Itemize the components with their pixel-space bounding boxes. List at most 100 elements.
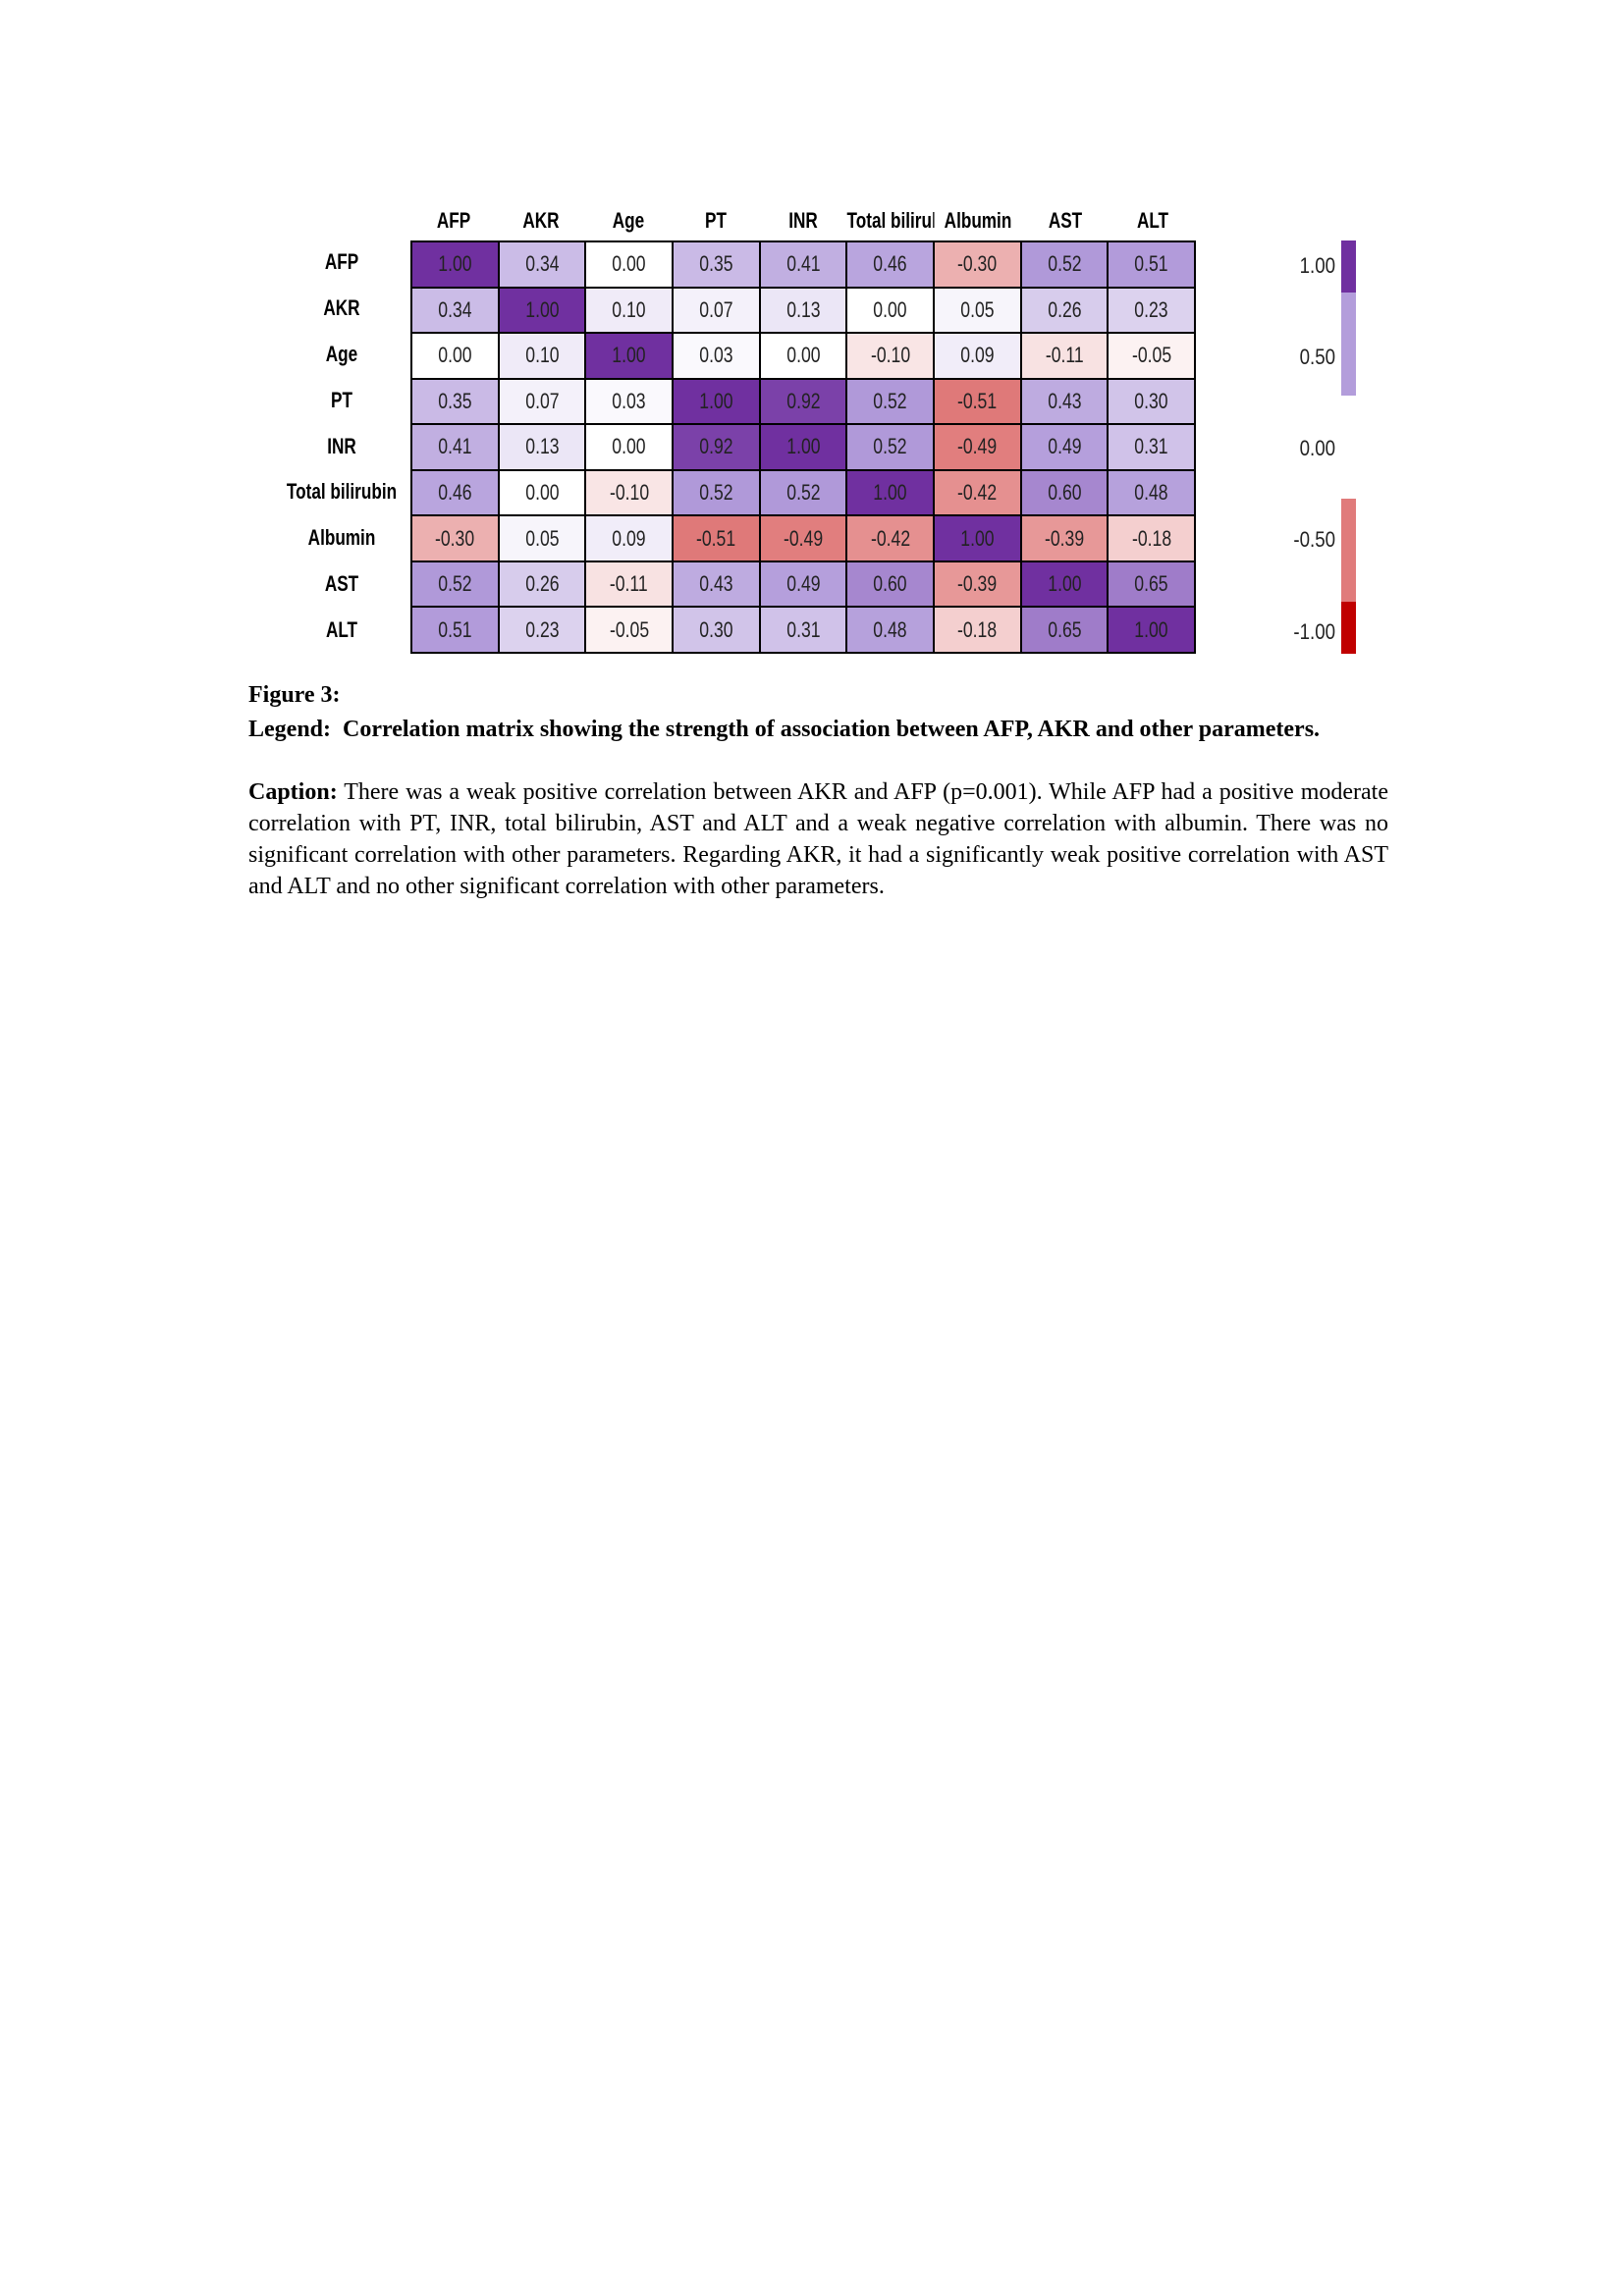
- cell-value: 0.49: [1047, 434, 1082, 459]
- cell-value: -0.30: [435, 525, 475, 551]
- cell-value: 0.51: [1134, 251, 1168, 277]
- cell-value: -0.39: [1044, 525, 1085, 551]
- cell-value: 0.35: [438, 388, 472, 413]
- heatmap-cell: 0.09: [586, 516, 672, 561]
- heatmap-cell: 0.07: [673, 288, 759, 333]
- legend-tick-label: -0.50: [1293, 527, 1335, 552]
- cell-value: 0.52: [873, 434, 907, 459]
- cell-value: 0.41: [785, 251, 821, 277]
- heatmap-cell: -0.10: [847, 334, 933, 378]
- cell-value: 0.05: [960, 296, 995, 322]
- heatmap-cell: 0.52: [847, 425, 933, 469]
- cell-value: 0.03: [699, 343, 733, 368]
- cell-value: 1.00: [438, 251, 472, 277]
- heatmap-cell: 0.00: [847, 288, 933, 333]
- heatmap-cell: 0.43: [673, 561, 759, 607]
- cell-value: 0.03: [612, 388, 646, 413]
- cell-value: 0.26: [1047, 296, 1082, 322]
- heatmap-cell: 0.03: [673, 334, 759, 378]
- heatmap-cell: 0.52: [1021, 242, 1108, 287]
- heatmap-cell: -0.42: [934, 470, 1020, 515]
- cell-value: 0.30: [699, 616, 733, 642]
- heatmap-cell: 0.05: [934, 288, 1020, 333]
- cell-value: 0.00: [873, 296, 907, 322]
- cell-value: 0.31: [785, 616, 821, 642]
- cell-value: -0.30: [957, 251, 998, 277]
- figure-legend: Legend: Correlation matrix showing the s…: [248, 714, 1388, 745]
- heatmap-cell: 1.00: [934, 516, 1020, 561]
- heatmap-cell: 0.26: [499, 561, 585, 607]
- cell-value: 0.23: [524, 616, 560, 642]
- row-label: AST: [324, 570, 359, 596]
- cell-value: 0.48: [1134, 480, 1168, 506]
- cell-value: 0.51: [438, 616, 472, 642]
- cell-value: 0.52: [438, 571, 472, 597]
- cell-value: 0.43: [1047, 388, 1082, 413]
- cell-value: 0.34: [438, 296, 472, 322]
- cell-value: 0.30: [1134, 388, 1168, 413]
- heatmap-cell: 0.10: [499, 334, 585, 378]
- heatmap-cell: 0.60: [1021, 470, 1108, 515]
- cell-value: 1.00: [785, 434, 821, 459]
- row-label: AKR: [323, 295, 360, 321]
- heatmap-cell: -0.39: [934, 561, 1020, 607]
- cell-value: 1.00: [873, 480, 907, 506]
- heatmap-cell: 1.00: [847, 470, 933, 515]
- cell-value: 0.23: [1134, 296, 1168, 322]
- heatmap-cell: 0.92: [673, 425, 759, 469]
- cell-value: 0.10: [524, 343, 560, 368]
- cell-value: 1.00: [699, 388, 733, 413]
- cell-value: -0.18: [957, 616, 998, 642]
- cell-value: 0.65: [1047, 616, 1082, 642]
- cell-value: 0.05: [524, 525, 560, 551]
- figure-label: Figure 3:: [248, 682, 341, 708]
- heatmap-cell: -0.18: [1109, 516, 1194, 561]
- heatmap-cell: 0.05: [499, 516, 585, 561]
- column-label: Total bilirubin: [846, 208, 934, 233]
- cell-value: -0.49: [783, 525, 824, 551]
- legend-tick-label: 1.00: [1299, 253, 1335, 278]
- heatmap-cell: 0.03: [586, 379, 672, 424]
- heatmap-cell: 0.07: [499, 379, 585, 424]
- cell-value: 0.26: [524, 571, 560, 597]
- heatmap-cell: 0.10: [586, 288, 672, 333]
- heatmap-cell: 0.49: [1021, 425, 1108, 469]
- cell-value: 1.00: [524, 296, 560, 322]
- cell-value: 1.00: [1134, 616, 1168, 642]
- column-label: Albumin: [944, 208, 1012, 233]
- cell-value: -0.05: [1131, 343, 1171, 368]
- heatmap-cell: 1.00: [499, 288, 585, 333]
- cell-value: 1.00: [1047, 571, 1082, 597]
- row-label: AFP: [324, 249, 359, 275]
- heatmap-cell: 0.31: [1109, 425, 1194, 469]
- column-label: AKR: [522, 208, 560, 233]
- heatmap-cell: 0.52: [673, 470, 759, 515]
- heatmap-cell: -0.11: [586, 561, 672, 607]
- heatmap-cell: 0.23: [499, 608, 585, 652]
- cell-value: 0.65: [1134, 571, 1168, 597]
- heatmap-cell: 0.52: [412, 561, 498, 607]
- heatmap-cell: -0.51: [673, 516, 759, 561]
- heatmap-cell: 0.46: [412, 470, 498, 515]
- cell-value: 0.46: [873, 251, 907, 277]
- legend-tick-label: 0.00: [1299, 436, 1335, 460]
- heatmap-cell: 0.34: [412, 288, 498, 333]
- heatmap-cell: -0.42: [847, 516, 933, 561]
- heatmap-cell: 1.00: [1109, 608, 1194, 652]
- heatmap-cell: 1.00: [586, 334, 672, 378]
- heatmap-cell: 0.26: [1021, 288, 1108, 333]
- heatmap-cell: 0.30: [1109, 379, 1194, 424]
- legend-segment: [1341, 499, 1356, 603]
- heatmap-cell: -0.51: [934, 379, 1020, 424]
- cell-value: 0.52: [785, 480, 821, 506]
- heatmap-cell: 0.00: [499, 470, 585, 515]
- heatmap-cell: 0.00: [586, 425, 672, 469]
- heatmap-cell: 0.65: [1021, 608, 1108, 652]
- cell-value: -0.42: [957, 480, 998, 506]
- heatmap-cell: 0.65: [1109, 561, 1194, 607]
- cell-value: 0.00: [612, 251, 646, 277]
- column-label: AFP: [437, 208, 471, 233]
- cell-value: 1.00: [612, 343, 646, 368]
- legend-tick-label: 0.50: [1299, 345, 1335, 369]
- cell-value: 0.00: [524, 480, 560, 506]
